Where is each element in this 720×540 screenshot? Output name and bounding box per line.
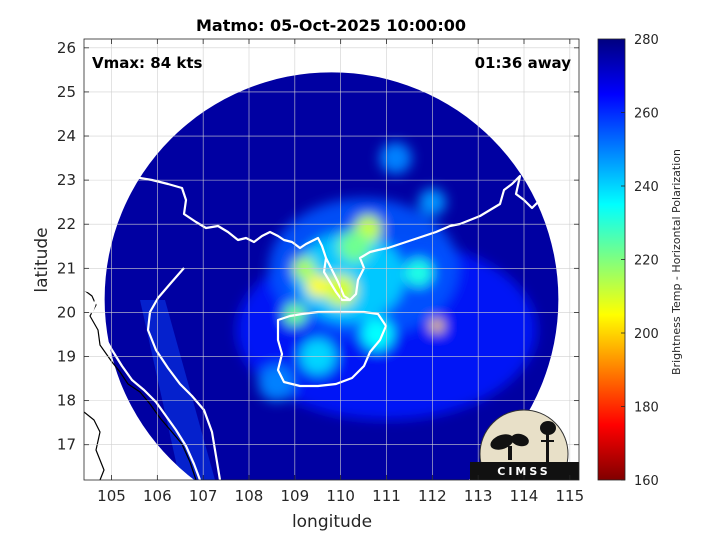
- storm-cell-1: [306, 274, 330, 298]
- axis-ticks: 105 106 107 108 109 110 111 112 113 114 115 17 18 19 2…: [57, 39, 584, 505]
- storm-cell-5: [430, 318, 444, 333]
- logo-band: [470, 462, 579, 480]
- y-tick-label-17: 17: [57, 436, 76, 454]
- storm-cell-8: [361, 318, 394, 351]
- colorbar-tick-label-180: 180: [634, 401, 659, 416]
- border-laos: [84, 411, 105, 480]
- coastline-gulf-west: [146, 267, 222, 480]
- y-tick-label-21: 21: [57, 259, 76, 277]
- y-tick-label-24: 24: [57, 127, 76, 145]
- microwave-swath: [104, 72, 559, 480]
- island-east: [562, 188, 578, 206]
- colorbar-tick-label-260: 260: [634, 107, 659, 122]
- colorbar-tick-label-160: 160: [634, 474, 659, 489]
- colorbar-ticks: 160 180 200 220 240 260 280: [621, 33, 659, 489]
- coastlines: [84, 164, 579, 480]
- y-tick-label-25: 25: [57, 83, 76, 101]
- x-tick-label-112: 112: [418, 487, 447, 505]
- colorbar-tick-label-280: 280: [634, 33, 659, 48]
- cimss-logo: CIMSS: [470, 409, 579, 480]
- y-tick-label-20: 20: [57, 303, 76, 321]
- colorbar-gradient: [597, 38, 626, 481]
- logo-tower-leg: [541, 440, 554, 442]
- x-tick-label-113: 113: [464, 487, 493, 505]
- colorbar-tick-label-240: 240: [634, 180, 659, 195]
- x-tick-label-106: 106: [143, 487, 172, 505]
- chart-title: Matmo: 05-Oct-2025 10:00:00: [196, 16, 466, 35]
- coastline-leizhou: [325, 257, 351, 301]
- axes-box: [83, 38, 580, 481]
- y-axis-label: latitude: [32, 227, 52, 292]
- swath-edge-strip: [140, 300, 215, 480]
- coastline-mainland: [84, 164, 579, 302]
- colorbar-label: Brightness Temp - Horizontal Polarizatio…: [670, 149, 683, 375]
- plot-area: Vmax: 84 kts 01:36 away CIMSS: [84, 39, 579, 480]
- y-tick-label-19: 19: [57, 348, 76, 366]
- colorbar-tick-label-200: 200: [634, 327, 659, 342]
- vmax-annotation: Vmax: 84 kts: [92, 54, 202, 72]
- y-tick-label-18: 18: [57, 392, 76, 410]
- logo-dish-stand: [508, 446, 512, 460]
- logo-text: CIMSS: [497, 465, 550, 478]
- grid-lines: [84, 39, 579, 480]
- coastline-vietnam-north: [84, 288, 202, 480]
- x-tick-label-108: 108: [235, 487, 264, 505]
- x-tick-label-107: 107: [189, 487, 218, 505]
- logo-tank: [540, 421, 556, 435]
- x-tick-label-109: 109: [281, 487, 310, 505]
- colorbar: 160 180 200 220 240 260 280 Brightness Temp - …: [597, 33, 683, 489]
- storm-cell-4: [338, 230, 371, 263]
- x-tick-label-115: 115: [556, 487, 585, 505]
- time-away-annotation: 01:36 away: [475, 54, 572, 72]
- y-tick-label-22: 22: [57, 215, 76, 233]
- x-tick-label-110: 110: [326, 487, 355, 505]
- coastline-hainan: [276, 310, 388, 388]
- x-tick-label-111: 111: [372, 487, 401, 505]
- storm-cell-6: [404, 258, 433, 287]
- rainband-inner: [294, 232, 405, 323]
- x-tick-label-114: 114: [510, 487, 539, 505]
- logo-dish-1: [490, 434, 514, 450]
- colorbar-tick-label-220: 220: [634, 254, 659, 269]
- x-tick-label-105: 105: [97, 487, 126, 505]
- storm-cell-11: [258, 364, 295, 402]
- storm-cell-10: [379, 142, 412, 175]
- logo-tower: [546, 428, 549, 468]
- logo-disc: [479, 409, 569, 480]
- y-tick-label-23: 23: [57, 171, 76, 189]
- x-axis-label: longitude: [292, 512, 372, 532]
- y-tick-label-26: 26: [57, 39, 76, 57]
- logo-dish-2: [511, 433, 529, 447]
